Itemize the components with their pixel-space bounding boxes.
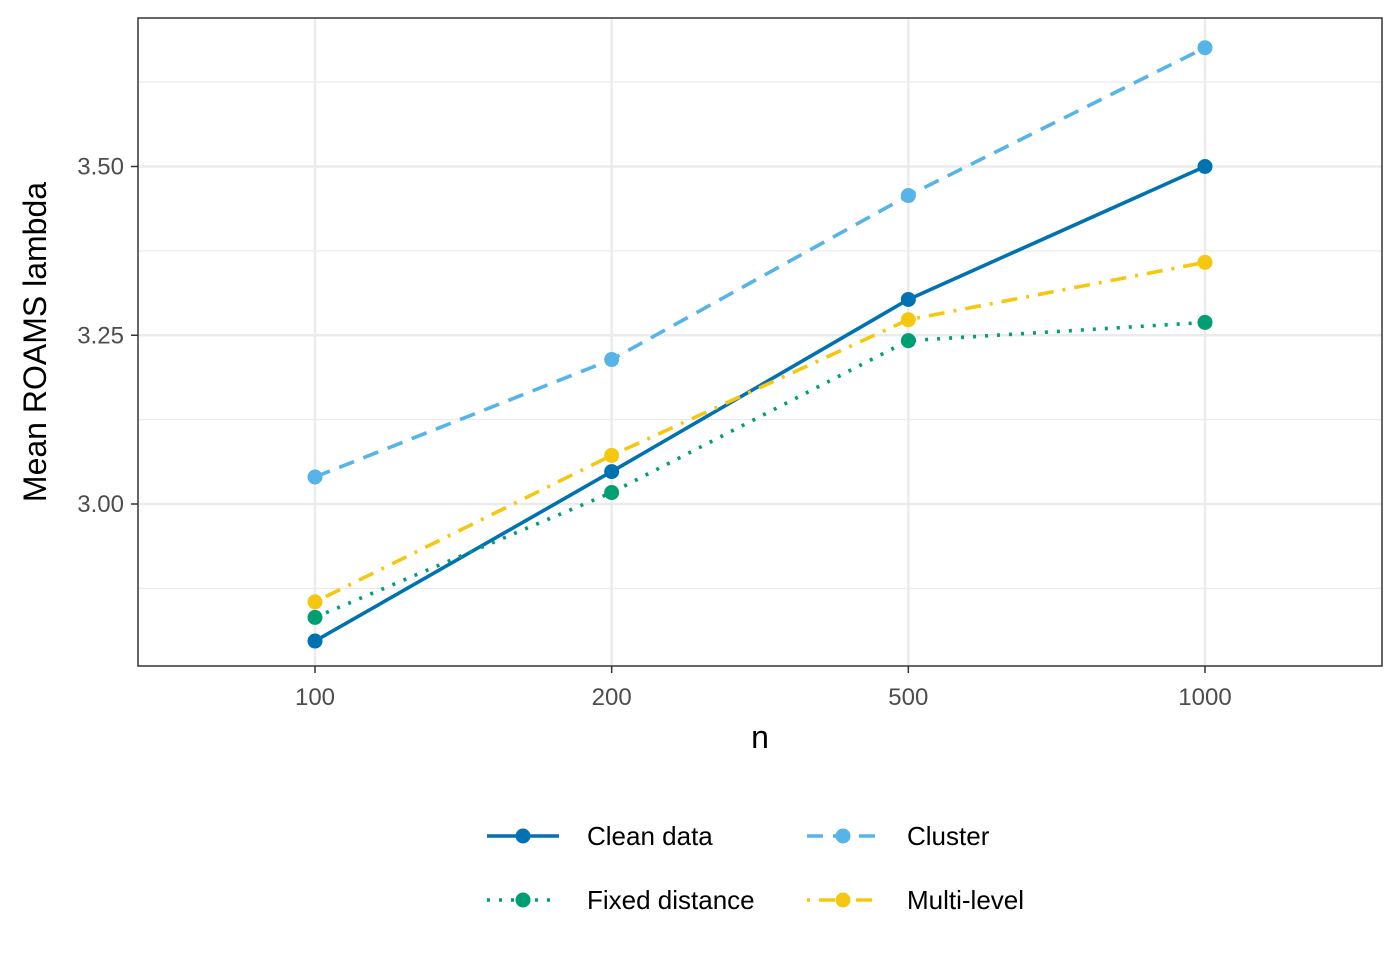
data-point-multi-level	[1197, 254, 1213, 270]
data-point-multi-level	[900, 312, 916, 328]
major-gridlines	[138, 18, 1382, 666]
data-point-cluster	[604, 352, 620, 368]
y-tick-label: 3.25	[77, 322, 124, 349]
series-line-clean-data	[314, 164, 1206, 643]
legend-label-multi-level: Multi-level	[907, 885, 1024, 915]
series-lines	[314, 46, 1206, 643]
data-point-clean-data	[307, 633, 323, 649]
series-line-cluster	[314, 46, 1206, 479]
data-point-fixed-distance	[604, 485, 620, 501]
data-point-cluster	[307, 469, 323, 485]
series-line-multi-level	[314, 260, 1206, 604]
data-point-fixed-distance	[900, 333, 916, 349]
data-point-multi-level	[307, 594, 323, 610]
legend-label-fixed-distance: Fixed distance	[587, 885, 755, 915]
y-axis-title: Mean ROAMS lambda	[17, 182, 53, 502]
data-point-clean-data	[1197, 159, 1213, 174]
x-tick-label: 1000	[1178, 684, 1231, 711]
legend-key-point-clean-data	[515, 828, 531, 844]
data-point-cluster	[1197, 40, 1213, 56]
legend-key-point-multi-level	[835, 892, 851, 908]
y-tick-label: 3.50	[77, 154, 124, 181]
panel-border	[137, 17, 1383, 667]
data-point-fixed-distance	[1197, 314, 1213, 330]
x-axis-title: n	[751, 719, 769, 755]
x-tick-label: 100	[295, 684, 335, 711]
legend-key-point-fixed-distance	[515, 892, 531, 908]
data-point-clean-data	[604, 464, 620, 480]
y-tick-label: 3.00	[77, 491, 124, 518]
data-point-cluster	[900, 188, 916, 204]
y-tick-labels: 3.00 3.25 3.50	[77, 154, 124, 519]
x-tick-labels: 100 200 500 1000	[295, 684, 1232, 711]
legend-label-clean-data: Clean data	[587, 821, 713, 851]
panel-background	[138, 18, 1382, 666]
legend: Clean data Cluster Fixed distance Multi-lev…	[487, 821, 1024, 915]
x-tick-label: 500	[888, 684, 928, 711]
x-tick-label: 200	[592, 684, 632, 711]
data-point-fixed-distance	[307, 609, 323, 625]
minor-gridlines	[138, 81, 1382, 589]
legend-label-cluster: Cluster	[907, 821, 990, 851]
axis-ticks	[131, 165, 1206, 673]
series-points	[307, 40, 1213, 649]
data-point-clean-data	[900, 291, 916, 307]
legend-key-point-cluster	[835, 828, 851, 844]
data-point-multi-level	[604, 447, 620, 463]
